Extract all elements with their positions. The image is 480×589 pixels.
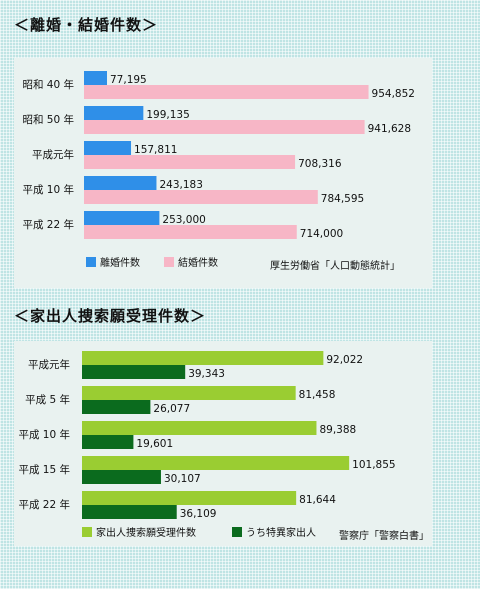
- bar-a: [84, 141, 132, 155]
- data-label: 708,316: [298, 158, 342, 170]
- data-label: 30,107: [164, 473, 201, 485]
- bar-a: [84, 106, 144, 120]
- legend-label: 結婚件数: [178, 256, 218, 269]
- data-label: 199,135: [146, 109, 189, 121]
- data-label: 941,628: [368, 123, 411, 135]
- category-label: 昭和 50 年: [22, 113, 74, 126]
- bar-a: [82, 386, 296, 400]
- chart-divorce-marriage: 昭和 40 年 77,195 954,852 昭和 50 年 199,135 941,62…: [22, 71, 415, 269]
- data-label: 784,595: [321, 193, 364, 205]
- data-label: 157,811: [134, 144, 177, 156]
- category-label: 昭和 40 年: [22, 78, 74, 91]
- category-label: 平成 10 年: [18, 428, 70, 441]
- data-label: 101,855: [352, 459, 395, 471]
- bar-b: [84, 155, 296, 169]
- data-label: 253,000: [162, 214, 205, 226]
- category-label: 平成元年: [32, 148, 74, 161]
- bar-a: [82, 456, 350, 470]
- data-label: 81,644: [299, 494, 336, 506]
- category-label: 平成 10 年: [22, 183, 74, 196]
- data-label: 92,022: [326, 354, 363, 366]
- bar-b: [84, 120, 365, 134]
- bar-a: [84, 211, 160, 225]
- legend-label: 離婚件数: [100, 256, 140, 269]
- legend-label: うち特異家出人: [246, 526, 316, 539]
- legend-swatch: [164, 257, 174, 267]
- legend-swatch: [82, 527, 92, 537]
- bar-b: [84, 225, 297, 239]
- bar-a: [82, 491, 297, 505]
- category-label: 平成元年: [28, 358, 70, 371]
- bar-b: [84, 85, 369, 99]
- data-label: 36,109: [180, 508, 217, 520]
- bar-b: [82, 400, 151, 414]
- legend-swatch: [86, 257, 96, 267]
- category-label: 平成 22 年: [22, 218, 74, 231]
- data-label: 81,458: [299, 389, 336, 401]
- bar-a: [82, 351, 324, 365]
- category-label: 平成 22 年: [18, 498, 70, 511]
- data-label: 19,601: [136, 438, 173, 450]
- bar-a: [84, 71, 108, 85]
- chart-runaway: 平成元年 92,022 39,343 平成 5 年 81,458 26,077 平成 10 …: [18, 351, 396, 539]
- data-label: 89,388: [319, 424, 356, 436]
- legend-swatch: [232, 527, 242, 537]
- bar-b: [82, 365, 186, 379]
- bar-b: [82, 435, 134, 449]
- bar-b: [84, 190, 318, 204]
- data-label: 39,343: [188, 368, 225, 380]
- bar-a: [82, 421, 317, 435]
- bar-a: [84, 176, 157, 190]
- data-label: 954,852: [372, 88, 415, 100]
- category-label: 平成 15 年: [18, 463, 70, 476]
- source-note: 厚生労働省「人口動態統計」: [270, 261, 400, 272]
- chart-title-divorce-marriage: ＜離婚・結婚件数＞: [14, 16, 159, 34]
- chart-panel-divorce-marriage: 昭和 40 年 77,195 954,852 昭和 50 年 199,135 941,62…: [14, 58, 432, 288]
- data-label: 243,183: [159, 179, 202, 191]
- data-label: 26,077: [153, 403, 190, 415]
- category-label: 平成 5 年: [25, 393, 70, 406]
- data-label: 77,195: [110, 74, 147, 86]
- bar-b: [82, 470, 161, 484]
- bar-b: [82, 505, 177, 519]
- chart-title-runaway: ＜家出人捜索願受理件数＞: [14, 307, 207, 325]
- chart-panel-runaway: 平成元年 92,022 39,343 平成 5 年 81,458 26,077 平成 10 …: [14, 341, 432, 546]
- source-note: 警察庁「警察白書」: [339, 531, 429, 542]
- data-label: 714,000: [300, 228, 343, 240]
- legend-label: 家出人捜索願受理件数: [96, 526, 196, 539]
